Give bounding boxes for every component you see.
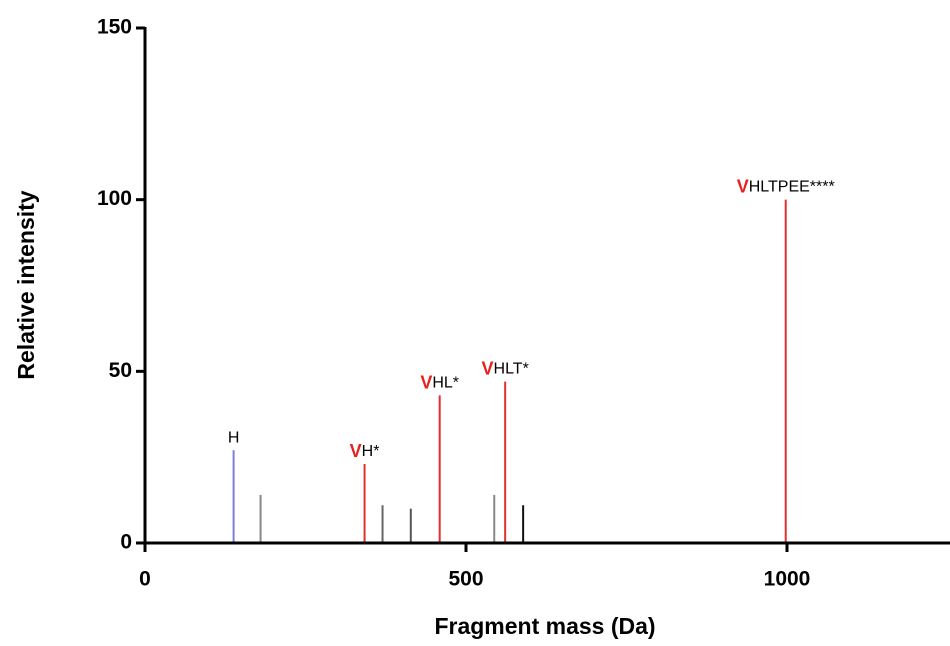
peak-label-text: HLT* bbox=[494, 361, 529, 378]
y-tick-label: 50 bbox=[109, 359, 132, 382]
y-tick-label: 0 bbox=[120, 531, 132, 554]
peak-label-text: HL* bbox=[432, 375, 459, 392]
y-tick-label: 150 bbox=[97, 16, 132, 39]
x-tick-label: 1000 bbox=[764, 568, 811, 591]
peak-label-highlight: V bbox=[350, 441, 362, 461]
peak-label: VHL* bbox=[420, 372, 459, 392]
peak-label: VHLT* bbox=[482, 358, 529, 378]
x-axis-title: Fragment mass (Da) bbox=[434, 613, 655, 639]
x-tick-label: 0 bbox=[139, 568, 151, 591]
peak-label: VH* bbox=[350, 441, 380, 461]
peak-label-highlight: V bbox=[420, 372, 432, 392]
peak-label-text: H* bbox=[362, 443, 380, 460]
peak-label: VHLTPEE**** bbox=[737, 176, 835, 196]
y-tick-label: 100 bbox=[97, 187, 132, 210]
peak-label-text: H bbox=[228, 430, 240, 447]
peak-label-text: HLTPEE**** bbox=[749, 179, 835, 196]
peak-label-highlight: V bbox=[737, 176, 749, 196]
y-axis-title: Relative intensity bbox=[13, 190, 39, 379]
peak-label: H bbox=[228, 430, 240, 447]
peak-label-highlight: V bbox=[482, 358, 494, 378]
x-tick-label: 500 bbox=[448, 568, 483, 591]
